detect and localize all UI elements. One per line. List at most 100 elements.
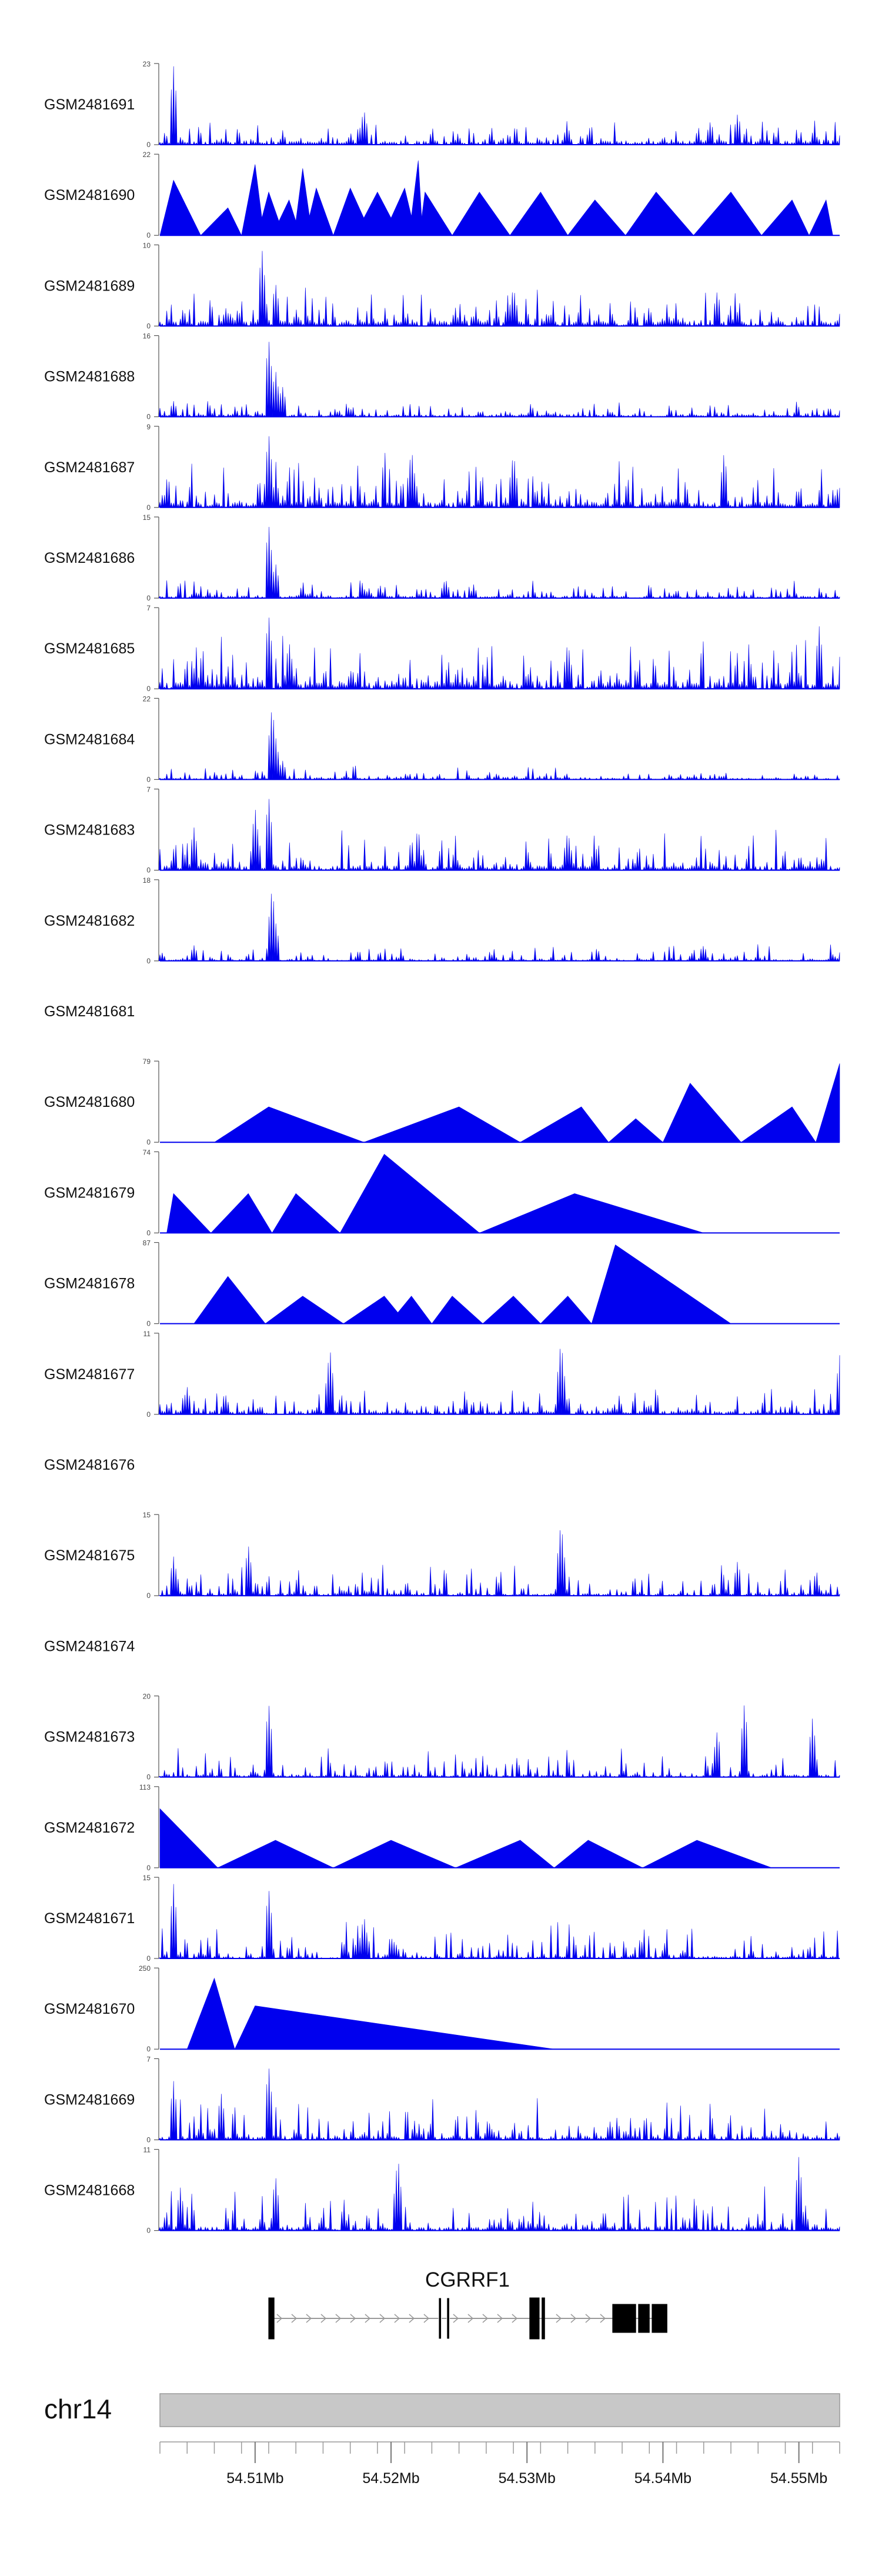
track-GSM2481673: GSM2481673 20 0 [44,1693,840,1781]
track-label: GSM2481682 [44,913,135,929]
exon [446,2297,450,2340]
track-GSM2481674: GSM2481674 [44,1638,135,1654]
y-max-label: 22 [143,151,151,159]
track-label: GSM2481690 [44,187,135,203]
coverage-area [158,436,840,508]
track-GSM2481685: GSM2481685 7 0 [44,604,840,693]
strand-arrow [600,2314,606,2323]
track-GSM2481690: GSM2481690 22 0 [44,151,840,239]
axis-tick-label: 54.52Mb [362,2470,419,2487]
track-label: GSM2481681 [44,1003,135,1020]
y-max-label: 7 [146,604,151,612]
coverage-tracks: GSM2481691230GSM2481690220GSM2481689100G… [44,60,840,2235]
track-GSM2481671: GSM2481671 15 0 [44,1874,840,1963]
track-label: GSM2481691 [44,96,135,113]
y-zero-label: 0 [146,1773,151,1781]
track-label: GSM2481688 [44,369,135,385]
y-max-label: 16 [143,332,151,341]
y-zero-label: 0 [146,1320,151,1328]
y-zero-label: 0 [146,413,151,421]
track-GSM2481684: GSM2481684 22 0 [44,695,840,783]
strand-arrow [556,2314,562,2323]
coverage-area [159,160,833,236]
track-GSM2481669: GSM2481669 7 0 [44,2055,840,2144]
strand-arrow [365,2314,371,2323]
track-label: GSM2481686 [44,550,135,566]
track-GSM2481679: GSM2481679 74 0 [44,1148,840,1237]
exon [542,2297,545,2340]
y-zero-label: 0 [146,866,151,875]
track-GSM2481677: GSM2481677 11 0 [44,1330,840,1419]
strand-arrow [453,2314,459,2323]
y-zero-label: 0 [146,775,151,783]
coverage-area [159,1530,840,1597]
y-max-label: 250 [139,1964,151,1973]
coverage-area [158,799,840,871]
track-GSM2481691: GSM2481691 23 0 [44,60,840,149]
coverage-area [158,2068,840,2141]
exon [612,2304,636,2333]
y-max-label: 11 [143,2146,151,2154]
track-label: GSM2481678 [44,1276,135,1292]
y-max-label: 113 [139,1783,151,1791]
strand-arrow [585,2314,592,2323]
track-label: GSM2481676 [44,1457,135,1473]
track-label: GSM2481669 [44,2091,135,2108]
track-label: GSM2481679 [44,1184,135,1201]
y-zero-label: 0 [146,1864,151,1872]
y-zero-label: 0 [146,1138,151,1146]
track-GSM2481682: GSM2481682 18 0 [44,876,840,965]
strand-arrow [409,2314,415,2323]
y-zero-label: 0 [146,957,151,965]
strand-arrow [306,2314,312,2323]
track-label: GSM2481683 [44,822,135,839]
axis-tick-label: 54.54Mb [634,2470,691,2487]
track-label: GSM2481668 [44,2183,135,2199]
y-max-label: 7 [146,2055,151,2063]
track-label: GSM2481672 [44,1820,135,1836]
gene-name-label: CGRRF1 [425,2268,510,2291]
track-label: GSM2481677 [44,1366,135,1383]
coverage-area [193,1244,731,1324]
track-GSM2481687: GSM2481687 9 0 [44,423,840,512]
y-zero-label: 0 [146,2227,151,2235]
y-zero-label: 0 [146,685,151,693]
coverage-area [158,1884,840,1960]
axis-tick-label: 54.53Mb [499,2470,556,2487]
track-label: GSM2481689 [44,278,135,294]
strand-arrow [467,2314,474,2323]
coverage-area [158,712,840,780]
track-GSM2481678: GSM2481678 87 0 [44,1239,840,1328]
track-GSM2481676: GSM2481676 [44,1457,135,1473]
track-GSM2481670: GSM2481670 250 0 [44,1964,840,2053]
strand-arrow [291,2314,298,2323]
axis-ticks: 54.51Mb 54.52Mb 54.53Mb 54.54Mb 54.55Mb [159,2441,840,2487]
y-max-label: 10 [143,241,151,249]
coverage-area [158,893,840,962]
y-max-label: 20 [143,1693,151,1701]
coverage-area [158,618,840,690]
strand-arrow [350,2314,356,2323]
strand-arrow [497,2314,503,2323]
strand-arrow [394,2314,400,2323]
track-label: GSM2481680 [44,1094,135,1110]
coverage-area [186,1977,554,2050]
y-zero-label: 0 [146,1954,151,1963]
track-label: GSM2481670 [44,2001,135,2017]
strand-arrow [423,2314,430,2323]
coverage-area [158,2157,840,2231]
track-label: GSM2481674 [44,1638,135,1654]
exon [438,2297,442,2340]
track-label: GSM2481671 [44,1910,135,1927]
y-zero-label: 0 [146,503,151,512]
y-max-label: 74 [143,1148,151,1156]
track-label: GSM2481675 [44,1547,135,1564]
track-label: GSM2481673 [44,1729,135,1746]
track-GSM2481675: GSM2481675 15 0 [44,1511,840,1600]
coverage-area [158,251,840,327]
exon [652,2304,667,2333]
axis-tick-label: 54.55Mb [770,2470,827,2487]
y-max-label: 11 [143,1330,151,1338]
y-zero-label: 0 [146,1229,151,1237]
